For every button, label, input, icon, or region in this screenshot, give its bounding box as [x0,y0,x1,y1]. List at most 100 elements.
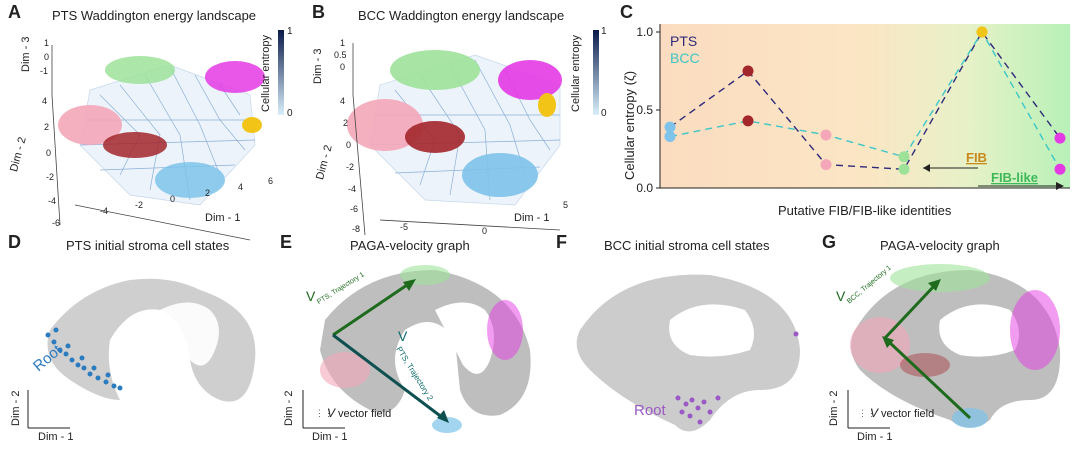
panel-b-landscape [347,30,599,236]
panel-g-field-legend-icon: ⋮⋮ [858,408,876,418]
panel-g-x-axis: Dim - 1 [857,431,893,443]
panel-c-x-label: Putative FIB/FIB-like identities [778,203,952,218]
panel-e-vector-symbol-1: V [306,288,316,304]
panel-b-x-axis: Dim - 1 [514,212,550,224]
cluster-darkred-b [405,121,465,153]
panel-b-y-tick-5: -6 [350,204,359,214]
panel-c-y-tick-label: 1.0 [636,25,653,39]
panel-a-y-tick-5: -6 [52,218,61,228]
panel-g-letter: G [822,232,837,252]
series-line-bcc [669,30,1061,170]
cluster-yellow-a [242,117,262,133]
panel-d-title: PTS initial stroma cell states [66,238,230,253]
panel-d-y-axis: Dim - 2 [10,390,22,426]
colorbar-a [278,30,284,115]
trajectory-1-arrow-g [883,283,937,340]
cell-cloud-d [47,278,256,402]
panel-b-z-tick-2: 0 [340,62,346,72]
fib-label: FIB [966,150,987,165]
data-point-pts-2 [742,65,754,77]
panel-b-y-tick-3: -2 [346,162,355,172]
data-point-bcc-1 [664,131,676,143]
panel-g-velocity [847,264,1061,429]
panel-a-z-tick-1: 0 [44,52,50,62]
panel-d-letter: D [8,232,21,252]
panel-g-field-legend: vector field [881,408,935,420]
panel-b-y-tick-1: 2 [343,118,349,128]
panel-b-title: BCC Waddington energy landscape [358,8,565,23]
panel-a-x-tick-1: -2 [135,200,144,210]
panel-c-y-tick-label: 0.5 [636,103,653,117]
panel-e-vector-symbol-2: V [398,328,408,344]
data-point-bcc-6 [1054,163,1066,175]
panel-b-y-tick-0: 4 [340,96,346,106]
panel-g-y-axis: Dim - 2 [828,390,840,426]
panel-d-umap [27,278,256,429]
panel-g-vector-symbol: V [836,288,846,304]
cluster-pink-a [58,105,122,145]
panel-a-colorbar-label: Cellular entropy [260,34,272,112]
fib-like-label: FIB-like [991,170,1038,185]
cluster-magenta-a [205,61,265,93]
panel-b-colorbar-tick-1: 1 [601,26,607,37]
panel-a-x-tick-4: 4 [238,182,244,192]
cluster-magenta-b [498,60,562,100]
panel-e-title: PAGA-velocity graph [350,238,470,253]
panel-a-x-tick-3: 2 [205,188,211,198]
legend-entry-bcc: BCC [670,50,700,66]
data-point-bcc-5 [976,26,988,38]
panel-b-y-tick-2: 0 [346,140,352,150]
root-cells-f [675,331,799,425]
panel-a-x-axis: Dim - 1 [205,212,241,224]
panel-a-title: PTS Waddington energy landscape [52,8,257,23]
trajectory-1-arrow-e [332,281,411,337]
panel-g-field-legend-v: V [870,406,879,420]
panel-b-colorbar-tick-0: 0 [601,108,607,119]
panel-b-x-tick-1: 0 [482,226,488,236]
data-point-bcc-4 [898,151,910,163]
cluster-lightblue-b [462,153,538,197]
fib-arrow-head [923,164,930,172]
panel-c-y-label: Cellular entropy (ζ) [622,71,637,180]
panel-b-z-tick-1: 0.5 [334,50,347,60]
cluster-lightblue-a [155,162,225,198]
panel-g-title: PAGA-velocity graph [880,238,1000,253]
fib-like-arrow-head [1056,182,1064,190]
panel-a-y-tick-1: 2 [44,122,50,132]
panel-a-y-tick-2: 0 [46,148,52,158]
cluster-yellow-b [538,93,556,117]
panel-d-x-axis: Dim - 1 [38,431,74,443]
data-point-bcc-2 [742,115,754,127]
panel-e-x-axis: Dim - 1 [312,431,348,443]
panel-b-y-tick-4: -4 [348,184,357,194]
panel-e-y-axis: Dim - 2 [283,390,295,426]
series-line-pts [669,30,1061,171]
panel-b-letter: B [312,2,325,22]
panel-f-letter: F [556,232,567,252]
panel-a-colorbar-tick-0: 0 [287,108,293,119]
panel-b-z-axis: Dim - 3 [312,48,324,84]
data-point-pts-1 [664,121,676,133]
panel-c-background [660,24,1070,188]
panel-a-y-tick-3: -2 [46,172,55,182]
panel-a-landscape [51,30,284,241]
data-point-pts-3 [820,159,832,171]
panel-a-x-tick-5: 6 [268,176,274,186]
data-point-pts-4 [898,163,910,175]
panel-a-letter: A [8,2,21,22]
cluster-green-b [390,50,480,90]
panel-a-z-tick-0: 1 [44,38,50,48]
root-cells-d [45,327,123,391]
panel-e-field-legend: vector field [338,408,392,420]
panel-a-z-axis: Dim - 3 [20,36,32,72]
cell-cloud-d-2 [160,302,219,366]
panel-b-x-tick-0: -5 [400,222,409,232]
panel-a-x-tick-0: -4 [100,206,109,216]
cluster-pink-b [347,99,423,151]
trajectory-main-arrow-g [886,339,972,420]
panel-f-root-label: Root [634,402,666,419]
cluster-green-a [105,56,175,84]
panel-e-letter: E [280,232,293,252]
panel-b-z-tick-0: 1 [340,38,346,48]
